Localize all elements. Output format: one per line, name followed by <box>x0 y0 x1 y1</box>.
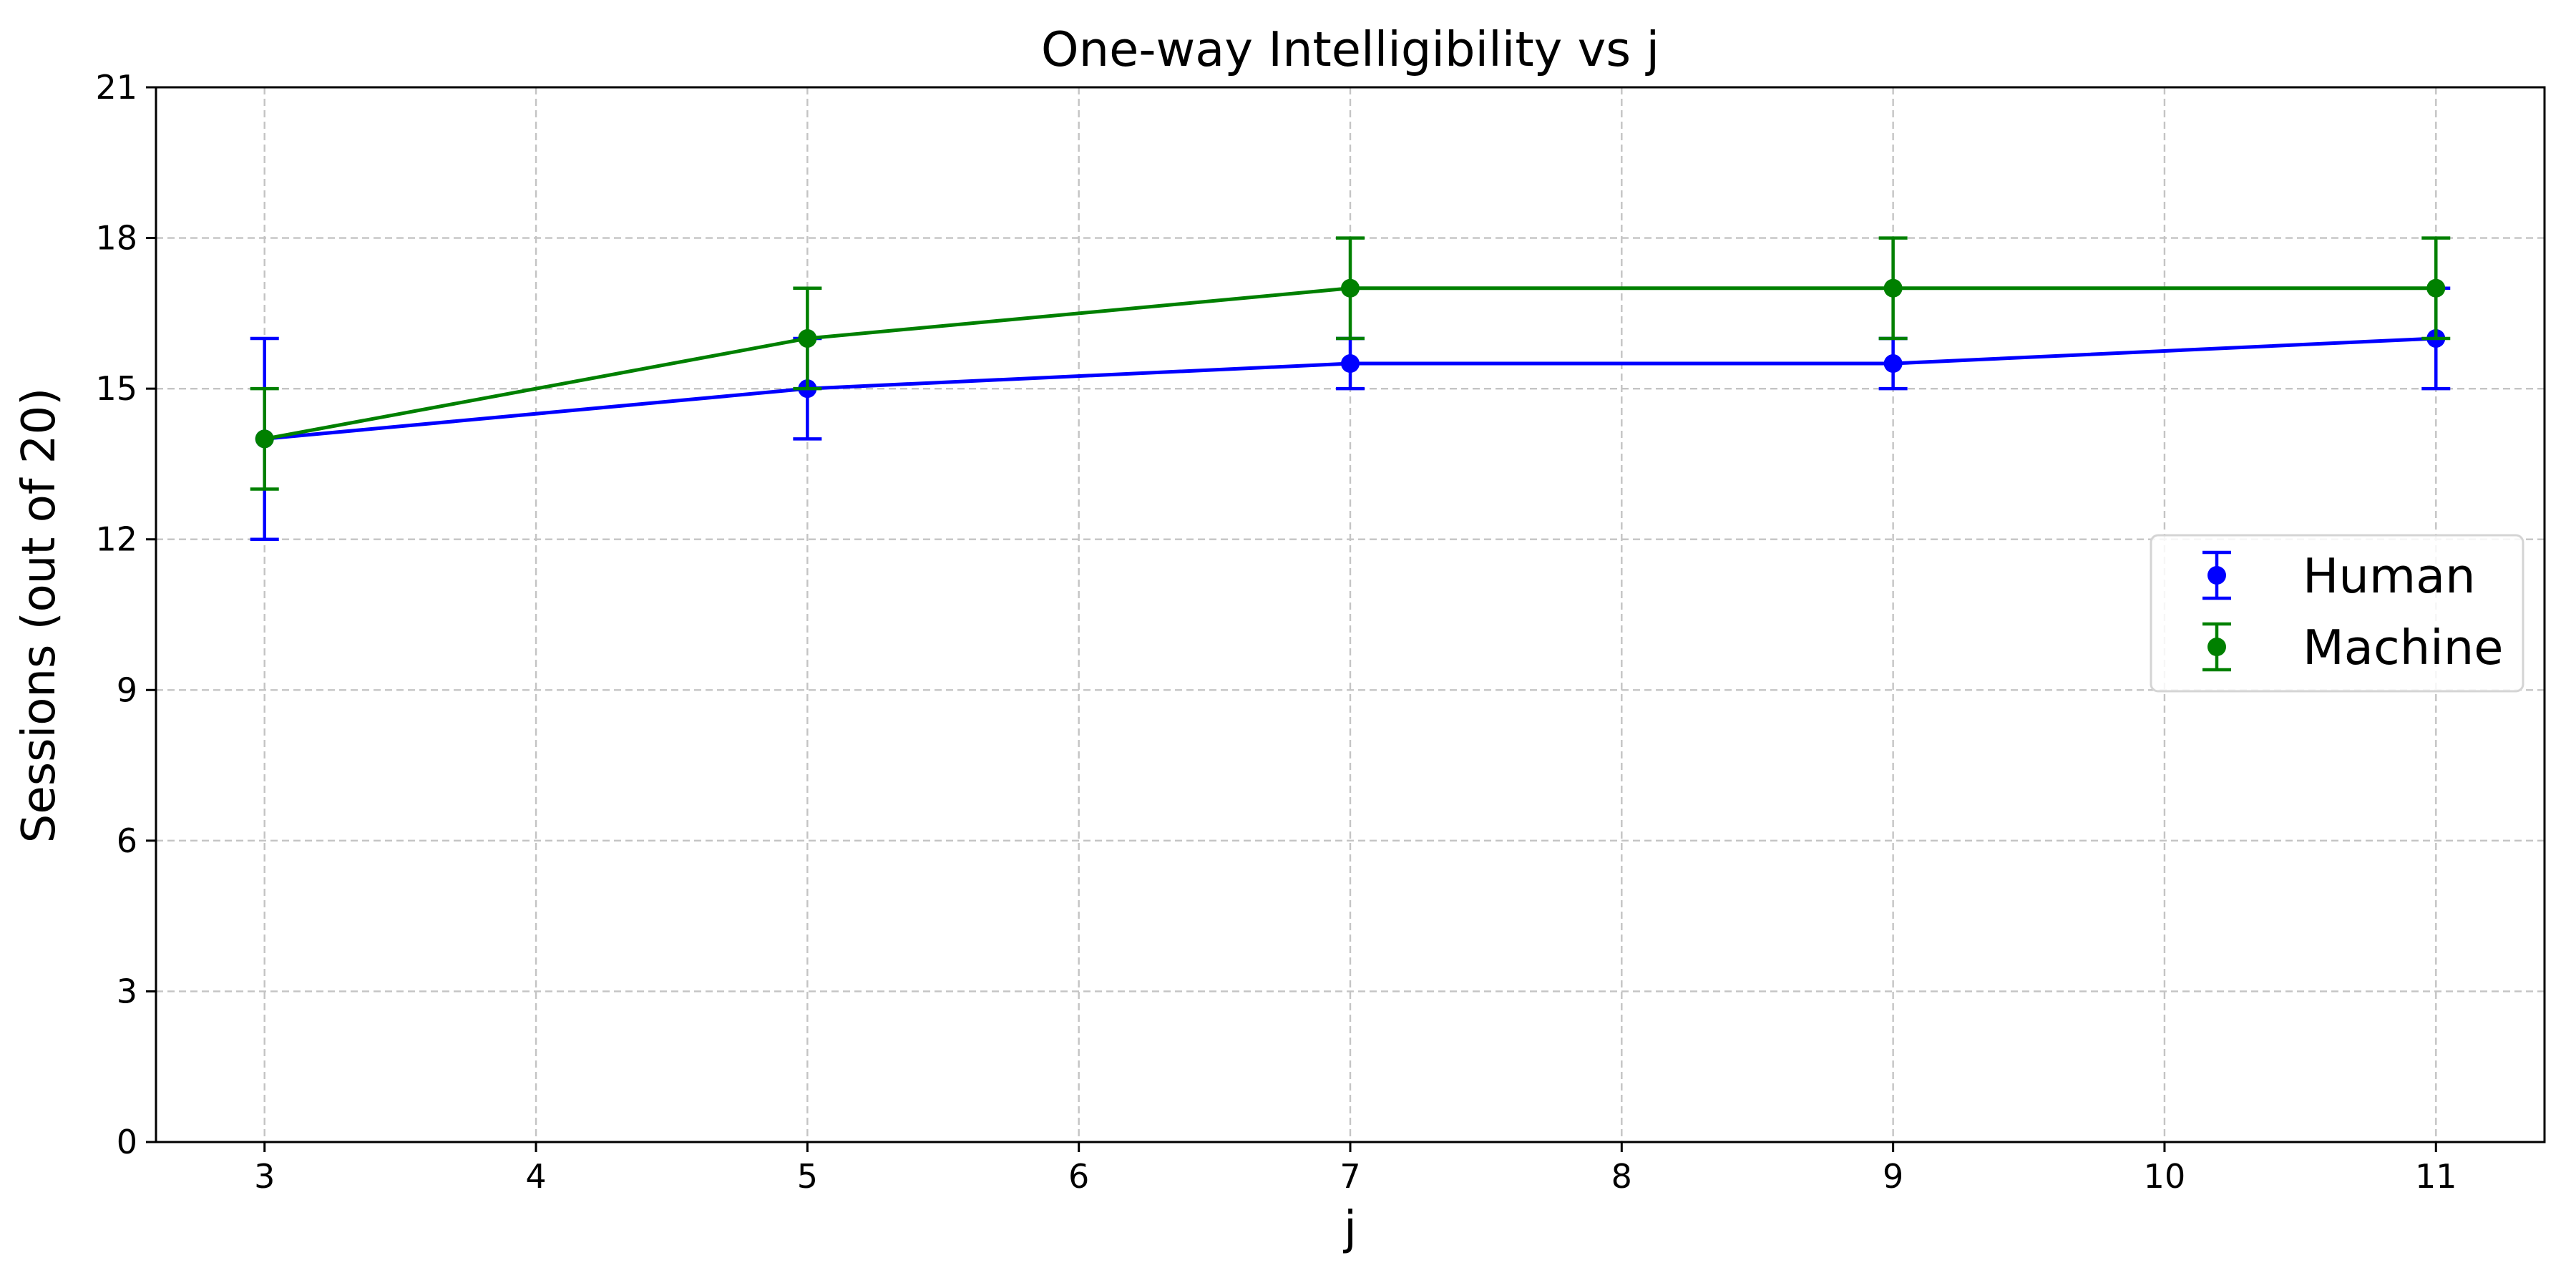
legend-human-marker <box>2207 566 2226 585</box>
chart-title: One-way Intelligibility vs j <box>1041 21 1659 77</box>
plot-frame <box>155 86 2546 1143</box>
legend-box <box>2150 534 2524 693</box>
x-tick-label: 7 <box>1340 1157 1360 1196</box>
legend-machine-marker <box>2207 638 2226 656</box>
series-machine <box>250 236 2451 491</box>
y-tick-label: 0 <box>117 1123 137 1161</box>
x-tick-label: 9 <box>1883 1157 1903 1196</box>
x-tick-label: 3 <box>254 1157 275 1196</box>
y-tick-label: 9 <box>117 670 137 709</box>
series-layer <box>250 236 2451 541</box>
y-tick-label: 6 <box>117 821 137 860</box>
y-tick-label: 12 <box>95 520 137 559</box>
y-tick-label: 3 <box>117 972 137 1010</box>
legend-label-human: Human <box>2303 548 2476 604</box>
machine-point <box>1883 278 1903 298</box>
x-tick-label: 4 <box>525 1157 546 1196</box>
x-tick-label: 5 <box>797 1157 818 1196</box>
human-point <box>1883 354 1903 374</box>
y-tick-label: 15 <box>95 369 137 408</box>
x-tick-label: 11 <box>2415 1157 2457 1196</box>
y-tick-label: 21 <box>95 68 137 107</box>
legend: Human Machine <box>2150 534 2524 693</box>
x-tick-label: 8 <box>1611 1157 1632 1196</box>
machine-point <box>798 328 817 348</box>
x-axis-label: j <box>1342 1202 1357 1255</box>
y-tick-label: 18 <box>95 219 137 258</box>
axes: 3 4 5 6 7 8 9 10 11 0 3 6 9 12 15 18 21 <box>95 68 2457 1196</box>
machine-point <box>1341 278 1360 298</box>
machine-point <box>2426 278 2446 298</box>
human-point <box>1341 354 1360 374</box>
y-axis-label: Sessions (out of 20) <box>13 388 66 843</box>
x-tick-label: 10 <box>2144 1157 2186 1196</box>
legend-label-machine: Machine <box>2303 620 2503 675</box>
machine-point <box>255 429 274 449</box>
x-tick-label: 6 <box>1068 1157 1089 1196</box>
